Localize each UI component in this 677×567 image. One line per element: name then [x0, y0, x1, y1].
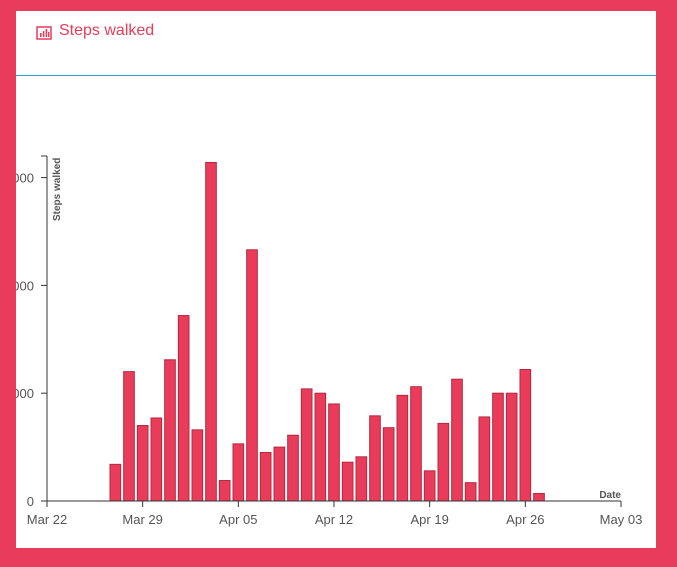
- bars-group: [109, 161, 545, 502]
- bar: [478, 416, 491, 502]
- bar: [423, 470, 436, 502]
- bar: [451, 378, 463, 502]
- bar: [410, 386, 422, 502]
- x-tick-label: Apr 12: [315, 512, 353, 527]
- panel-header: Steps walked: [16, 11, 656, 76]
- bar: [355, 456, 368, 502]
- bar: [123, 371, 135, 502]
- bar: [533, 492, 545, 502]
- bar: [109, 463, 122, 502]
- bar: [177, 315, 190, 502]
- y-tick-label: 000: [16, 171, 34, 186]
- y-tick-label: 000: [16, 386, 34, 401]
- bar: [259, 451, 272, 502]
- bar: [437, 422, 450, 502]
- bar: [164, 359, 176, 502]
- x-tick-label: May 03: [600, 512, 643, 527]
- x-tick-label: Apr 26: [506, 512, 544, 527]
- bar-chart-icon: [36, 26, 52, 40]
- bar: [150, 417, 163, 502]
- bar: [218, 480, 231, 502]
- y-axis: 0000000000: [16, 155, 48, 509]
- panel-title: Steps walked: [59, 22, 155, 39]
- y-axis-title: Steps walked: [52, 158, 63, 221]
- x-axis: Mar 22 Mar 29 Apr 05 Apr 12 Apr 19 Apr 26 May …: [27, 500, 643, 527]
- x-tick-label: Mar 29: [122, 512, 162, 527]
- bar: [464, 482, 477, 502]
- bar: [382, 427, 395, 502]
- x-tick-label: Apr 05: [219, 512, 257, 527]
- bar: [273, 446, 286, 502]
- bar: [396, 394, 409, 502]
- bar: [328, 403, 340, 502]
- bar: [492, 392, 504, 502]
- bar: [232, 443, 245, 502]
- bar: [287, 434, 299, 502]
- bar: [191, 429, 204, 502]
- x-tick-label: Mar 22: [27, 512, 67, 527]
- bar: [369, 415, 381, 502]
- bar: [205, 161, 217, 502]
- x-axis-title: Date: [599, 490, 621, 501]
- bar: [341, 461, 354, 502]
- y-tick-label: 000: [16, 278, 34, 293]
- bar: [136, 425, 149, 502]
- bar: [246, 249, 258, 502]
- bar: [519, 368, 532, 502]
- x-tick-label: Apr 19: [411, 512, 449, 527]
- bar: [505, 392, 518, 502]
- bar: [300, 388, 313, 502]
- bar: [314, 392, 327, 502]
- y-tick-label: 0: [27, 494, 34, 509]
